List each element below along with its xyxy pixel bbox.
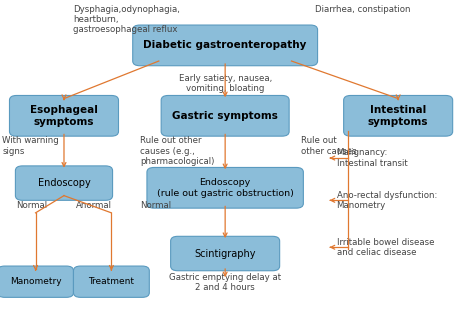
FancyBboxPatch shape <box>9 95 119 136</box>
FancyBboxPatch shape <box>344 95 453 136</box>
FancyBboxPatch shape <box>171 236 280 271</box>
Text: With warning
signs: With warning signs <box>2 136 59 156</box>
Text: Endoscopy: Endoscopy <box>37 178 91 188</box>
Text: Treatment: Treatment <box>88 277 135 286</box>
Text: Normal: Normal <box>140 201 171 210</box>
Text: Rule out other
causes (e.g.,
pharmacological): Rule out other causes (e.g., pharmacolog… <box>140 136 214 166</box>
Text: Gastric emptying delay at
2 and 4 hours: Gastric emptying delay at 2 and 4 hours <box>169 273 281 292</box>
FancyBboxPatch shape <box>133 25 318 66</box>
Text: Scintigraphy: Scintigraphy <box>194 249 256 259</box>
Text: Dysphagia,odynophagia,
heartburn,
gastroesophageal reflux: Dysphagia,odynophagia, heartburn, gastro… <box>73 5 180 34</box>
FancyBboxPatch shape <box>147 167 303 208</box>
FancyBboxPatch shape <box>16 166 112 200</box>
Text: Normal: Normal <box>17 201 48 210</box>
Text: Diabetic gastroenteropathy: Diabetic gastroenteropathy <box>144 40 307 50</box>
Text: Ano-rectal dysfunction:
Manometry: Ano-rectal dysfunction: Manometry <box>337 191 437 210</box>
Text: Intestinal
symptoms: Intestinal symptoms <box>368 105 428 127</box>
Text: Irritable bowel disease
and celiac disease: Irritable bowel disease and celiac disea… <box>337 238 434 257</box>
Text: Diarrhea, constipation: Diarrhea, constipation <box>315 5 410 14</box>
Text: Early satiety, nausea,
vomiting, bloating: Early satiety, nausea, vomiting, bloatin… <box>179 74 272 93</box>
FancyBboxPatch shape <box>161 95 289 136</box>
Text: Malignancy:
Intestinal transit: Malignancy: Intestinal transit <box>337 148 407 168</box>
Text: Endoscopy
(rule out gastric obstruction): Endoscopy (rule out gastric obstruction) <box>157 178 293 198</box>
FancyBboxPatch shape <box>0 266 73 297</box>
Text: Rule out
other causes: Rule out other causes <box>301 136 356 156</box>
Text: Gastric symptoms: Gastric symptoms <box>172 111 278 121</box>
Text: Manometry: Manometry <box>10 277 61 286</box>
Text: Anormal: Anormal <box>76 201 112 210</box>
Text: Esophageal
symptoms: Esophageal symptoms <box>30 105 98 127</box>
FancyBboxPatch shape <box>73 266 149 297</box>
